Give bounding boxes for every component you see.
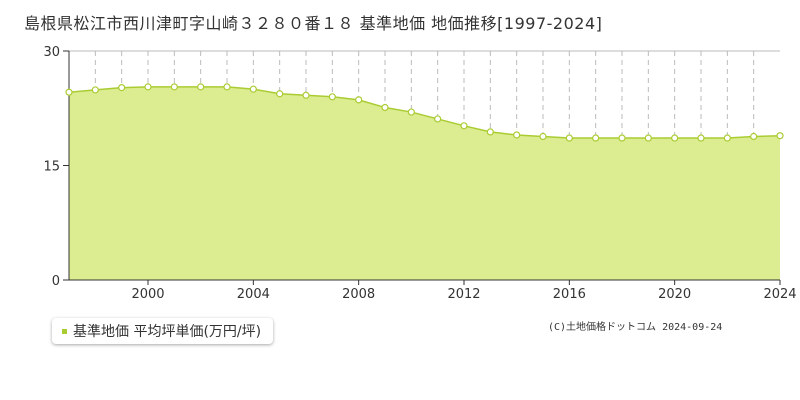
data-point bbox=[671, 134, 679, 142]
data-point bbox=[776, 132, 784, 140]
legend-marker-icon bbox=[62, 328, 67, 334]
area-layer bbox=[68, 86, 781, 280]
data-point bbox=[302, 91, 310, 99]
y-tick-labels: 0 15 30 bbox=[43, 45, 60, 289]
series-line bbox=[68, 86, 781, 139]
copyright: (C)土地価格ドットコム 2024-09-24 bbox=[548, 322, 723, 333]
data-point bbox=[355, 96, 363, 104]
x-tick-label: 2004 bbox=[237, 287, 270, 302]
data-point bbox=[249, 85, 257, 93]
data-point bbox=[276, 90, 284, 98]
data-point bbox=[486, 128, 494, 136]
data-point bbox=[118, 84, 126, 92]
y-tick-label: 30 bbox=[43, 45, 60, 60]
x-tick-label: 2020 bbox=[658, 287, 691, 302]
data-point bbox=[91, 86, 99, 94]
x-tick-labels: 2000 2004 2008 2012 2016 2020 2024 bbox=[131, 287, 796, 302]
data-point bbox=[65, 88, 73, 96]
data-point bbox=[565, 134, 573, 142]
y-tick-label: 0 bbox=[52, 274, 60, 289]
data-point bbox=[618, 134, 626, 142]
data-point bbox=[328, 93, 336, 101]
data-point bbox=[170, 83, 178, 91]
y-tick-label: 15 bbox=[43, 160, 60, 175]
x-tick-label: 2000 bbox=[131, 287, 164, 302]
x-tick-label: 2024 bbox=[763, 287, 796, 302]
data-markers bbox=[65, 83, 784, 142]
data-point bbox=[539, 132, 547, 141]
data-point bbox=[513, 131, 521, 139]
data-point bbox=[592, 134, 600, 142]
data-point bbox=[460, 122, 468, 130]
data-point bbox=[723, 134, 731, 142]
x-tick-label: 2012 bbox=[447, 287, 480, 302]
data-point bbox=[381, 103, 389, 112]
data-point bbox=[407, 108, 415, 116]
data-point bbox=[434, 115, 442, 123]
x-tick-label: 2016 bbox=[553, 287, 586, 302]
legend[interactable]: 基準地価 平均坪単価(万円/坪) bbox=[52, 318, 274, 344]
data-point bbox=[697, 134, 705, 142]
x-tick-label: 2008 bbox=[342, 287, 375, 302]
data-point bbox=[144, 83, 152, 91]
chart-title: 島根県松江市西川津町字山崎３２８０番１８ 基準地価 地価推移[1997-2024… bbox=[24, 14, 603, 33]
data-point bbox=[197, 83, 205, 91]
data-point bbox=[223, 83, 231, 91]
series-area bbox=[69, 86, 780, 280]
legend-label: 基準地価 平均坪単価(万円/坪) bbox=[73, 324, 262, 340]
data-point bbox=[750, 132, 758, 141]
data-point bbox=[644, 134, 652, 142]
